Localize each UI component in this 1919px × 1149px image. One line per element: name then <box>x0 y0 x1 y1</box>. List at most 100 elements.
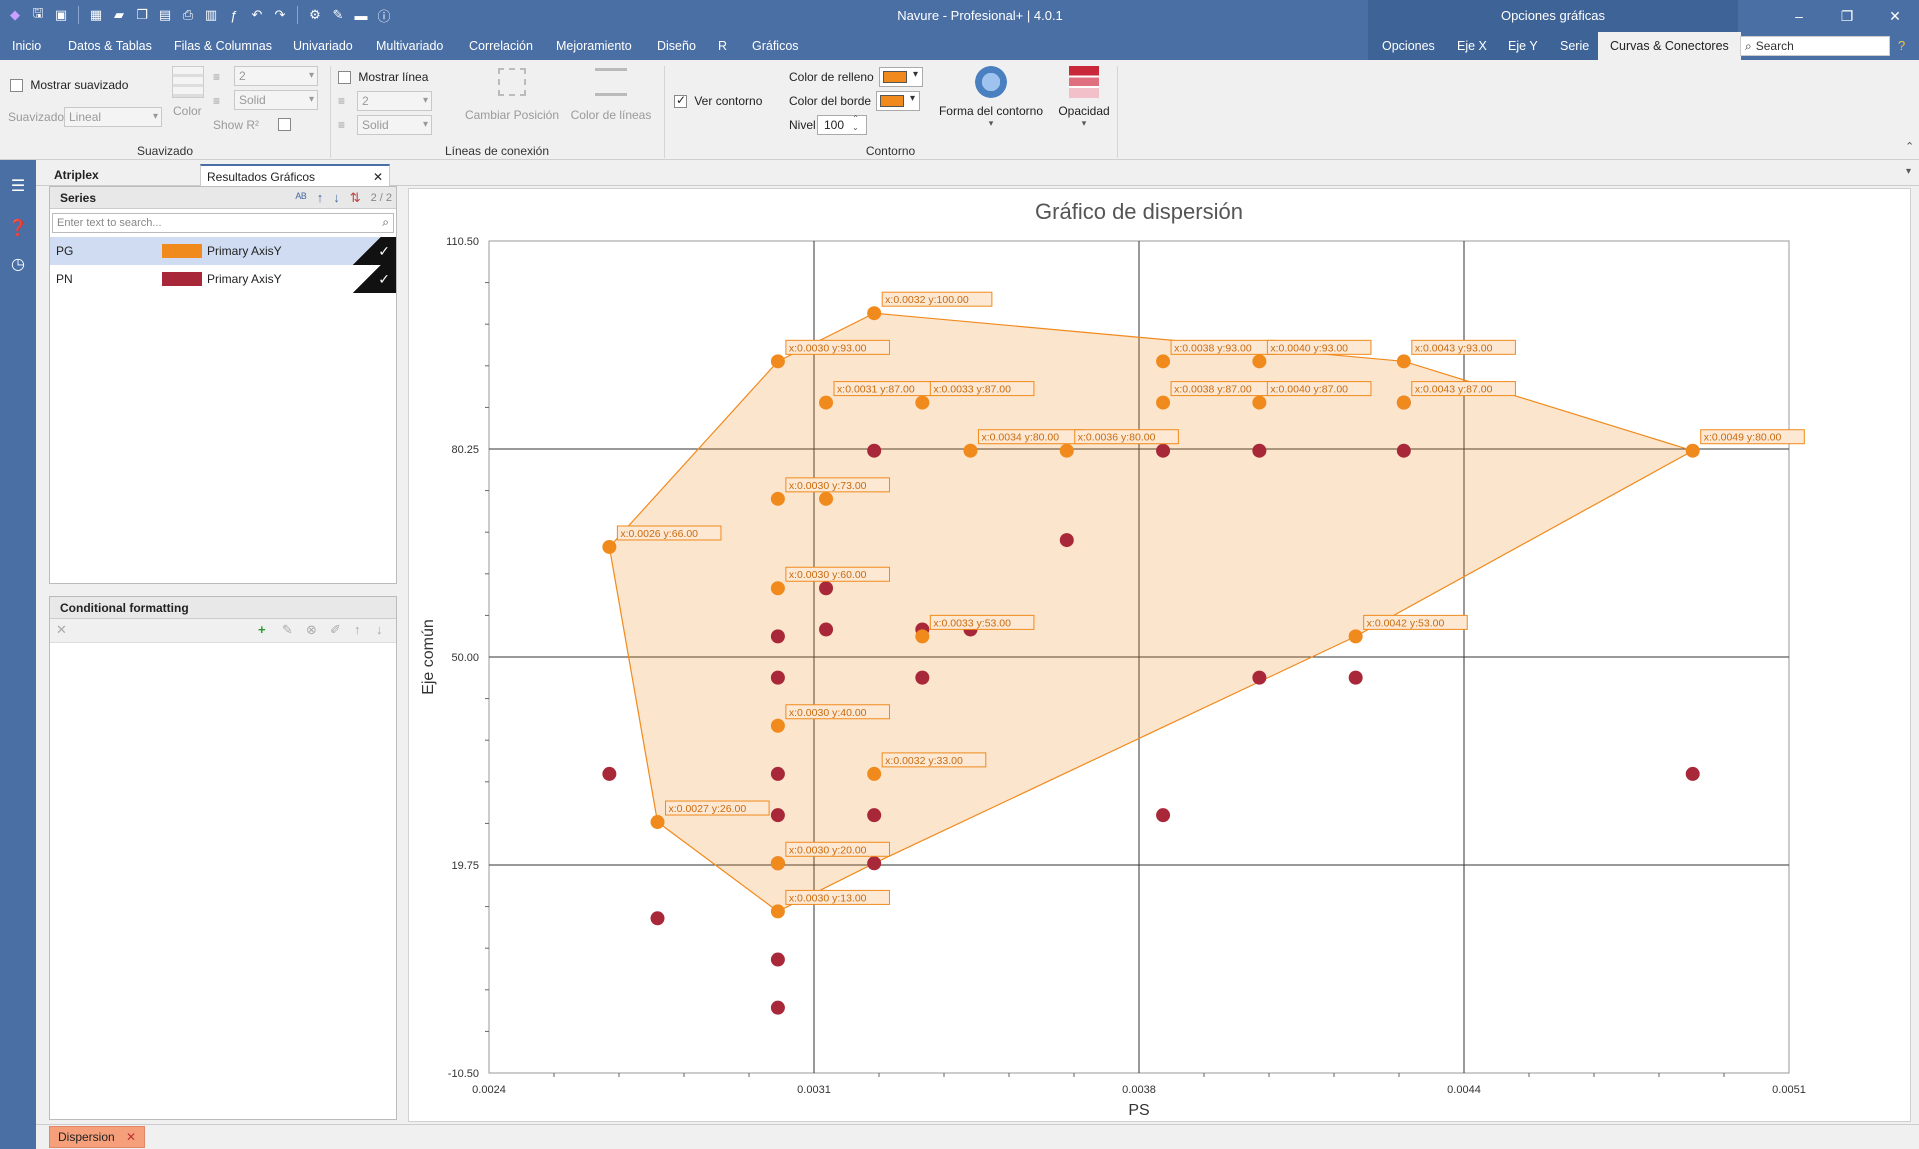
visible-check-icon[interactable]: ✓ <box>352 237 396 265</box>
move-up-icon[interactable]: ↑ <box>354 622 361 637</box>
tab-diseno[interactable]: Diseño <box>657 39 696 53</box>
help-book-icon[interactable]: ❓ <box>8 220 28 237</box>
tab-graficos[interactable]: Gráficos <box>752 39 799 53</box>
pg-point <box>1685 443 1700 458</box>
open-folder-icon[interactable]: ▰ <box>114 7 124 22</box>
tab-inicio[interactable]: Inicio <box>12 39 42 53</box>
pg-point <box>1348 629 1363 644</box>
settings-icon[interactable]: ⚙ <box>309 7 321 22</box>
copy-icon[interactable]: ❐ <box>136 7 148 22</box>
window-icon[interactable]: ▬ <box>354 7 368 23</box>
mostrar-suavizado-checkbox[interactable] <box>10 79 23 93</box>
tab-opciones[interactable]: Opciones <box>1382 39 1435 53</box>
spell-icon[interactable]: ᴬᴮ <box>295 190 307 205</box>
tab-serie[interactable]: Serie <box>1560 39 1590 53</box>
sheet-tab-dispersion[interactable]: Dispersion ✕ <box>49 1126 146 1148</box>
data-label-text: x:0.0036 y:80.00 <box>1078 432 1156 444</box>
close-tab-icon[interactable]: ✕ <box>126 1130 137 1144</box>
close-tab-icon[interactable]: ✕ <box>372 170 383 184</box>
move-down-icon[interactable]: ↓ <box>376 622 383 637</box>
brush-icon[interactable]: ✐ <box>330 622 341 637</box>
save-as-icon[interactable]: ▣ <box>54 7 68 22</box>
series-color-swatch[interactable] <box>162 244 202 258</box>
restore-button[interactable]: ❐ <box>1840 7 1854 24</box>
move-up-icon[interactable]: ↑ <box>316 190 324 205</box>
series-axis: Primary AxisY <box>207 244 282 258</box>
suavizado-width-select[interactable]: 2 <box>234 66 318 86</box>
series-row-pn[interactable]: PN Primary AxisY ✓ <box>50 265 396 293</box>
nivel-spinner[interactable]: 100 <box>817 114 867 135</box>
linea-style-select[interactable]: Solid <box>357 115 432 135</box>
remove-icon[interactable]: ⊗ <box>306 622 317 637</box>
linea-width-select[interactable]: 2 <box>357 91 432 111</box>
series-search-input[interactable]: Enter text to search... <box>52 213 394 233</box>
history-clock-icon[interactable]: ◷ <box>11 256 25 273</box>
save-disk-icon[interactable]: ▤ <box>158 7 172 22</box>
ver-contorno-option[interactable]: Ver contorno <box>674 93 762 109</box>
suavizado-select[interactable]: Lineal <box>64 107 162 127</box>
x-tick-label: 0.0031 <box>797 1084 831 1096</box>
move-down-icon[interactable]: ↓ <box>333 190 340 205</box>
redo-icon[interactable]: ↷ <box>274 7 286 22</box>
save-icon[interactable]: 🖫 <box>32 5 44 20</box>
tab-filas-columnas[interactable]: Filas & Columnas <box>174 39 272 53</box>
tab-atriplex[interactable]: Atriplex <box>54 168 99 182</box>
add-icon[interactable]: + <box>258 622 266 637</box>
edit-icon[interactable]: ✎ <box>282 622 293 637</box>
tab-mejoramiento[interactable]: Mejoramiento <box>556 39 632 53</box>
menu-icon[interactable]: ☰ <box>10 178 26 195</box>
opacidad-button[interactable]: Opacidad ▾ <box>1050 66 1118 129</box>
tab-curvas-conectores[interactable]: Curvas & Conectores <box>1598 32 1741 60</box>
tab-resultados-graficos[interactable]: Resultados Gráficos ✕ <box>200 164 390 186</box>
mostrar-linea-checkbox[interactable] <box>338 71 351 85</box>
data-label-text: x:0.0030 y:60.00 <box>789 569 867 581</box>
tab-datos-tablas[interactable]: Datos & Tablas <box>68 39 152 53</box>
pn-point <box>1156 443 1171 458</box>
grid-icon[interactable]: ▦ <box>89 7 103 22</box>
color-relleno-picker[interactable] <box>879 67 923 87</box>
info-icon[interactable]: ⓘ <box>377 8 391 24</box>
color-lineas-button[interactable]: Color de líneas <box>566 68 656 122</box>
ribbon-body: Mostrar suavizado Suavizado Lineal Color… <box>0 60 1919 160</box>
tab-eje-x[interactable]: Eje X <box>1457 39 1487 53</box>
tab-correlacion[interactable]: Correlación <box>469 39 533 53</box>
tab-eje-y[interactable]: Eje Y <box>1508 39 1538 53</box>
collapse-ribbon-icon[interactable]: ⌃ <box>1905 141 1915 153</box>
sort-icon[interactable]: ⇅ <box>349 190 361 205</box>
cambiar-posicion-button[interactable]: Cambiar Posición <box>462 68 562 122</box>
mostrar-suavizado-option[interactable]: Mostrar suavizado <box>10 78 128 93</box>
tab-r[interactable]: R <box>718 39 728 53</box>
data-label-text: x:0.0030 y:13.00 <box>789 892 867 904</box>
chevron-down-icon[interactable]: ▾ <box>1905 166 1911 177</box>
series-color-swatch[interactable] <box>162 272 202 286</box>
contorno-group-label: Contorno <box>865 144 916 158</box>
ver-contorno-checkbox[interactable] <box>674 93 687 109</box>
color-lineas-label: Color de líneas <box>570 108 652 122</box>
color-grid-icon[interactable] <box>172 66 204 98</box>
calculator-icon[interactable]: ▥ <box>204 7 218 22</box>
show-r2-checkbox[interactable] <box>278 118 291 131</box>
series-row-pg[interactable]: PG Primary AxisY ✓ <box>50 237 396 265</box>
undo-icon[interactable]: ↶ <box>251 7 263 22</box>
minimize-button[interactable]: – <box>1795 8 1803 24</box>
opacity-icon <box>1069 66 1099 98</box>
search-box[interactable]: ⌕ Search <box>1740 36 1890 56</box>
print-icon[interactable]: ⎙ <box>182 7 194 22</box>
forma-contorno-label: Forma del contorno <box>938 104 1044 118</box>
function-icon[interactable]: ƒ <box>230 7 238 23</box>
visible-check-icon[interactable]: ✓ <box>352 265 396 293</box>
tab-univariado[interactable]: Univariado <box>293 39 353 53</box>
help-icon[interactable]: ? <box>1898 38 1906 53</box>
close-button[interactable]: ✕ <box>1889 7 1901 24</box>
suavizado-style-select[interactable]: Solid <box>234 90 318 110</box>
clear-icon[interactable]: ✕ <box>56 622 67 637</box>
forma-contorno-button[interactable]: Forma del contorno ▾ <box>936 66 1046 129</box>
brush-icon[interactable]: ✎ <box>332 7 344 22</box>
pn-point <box>867 808 882 823</box>
tab-multivariado[interactable]: Multivariado <box>376 39 444 53</box>
line-style-icon: ≡ <box>338 118 346 132</box>
color-borde-picker[interactable] <box>876 91 920 111</box>
mostrar-linea-option[interactable]: Mostrar línea <box>338 70 428 85</box>
data-label-text: x:0.0049 y:80.00 <box>1704 432 1782 444</box>
series-name: PN <box>56 272 73 286</box>
